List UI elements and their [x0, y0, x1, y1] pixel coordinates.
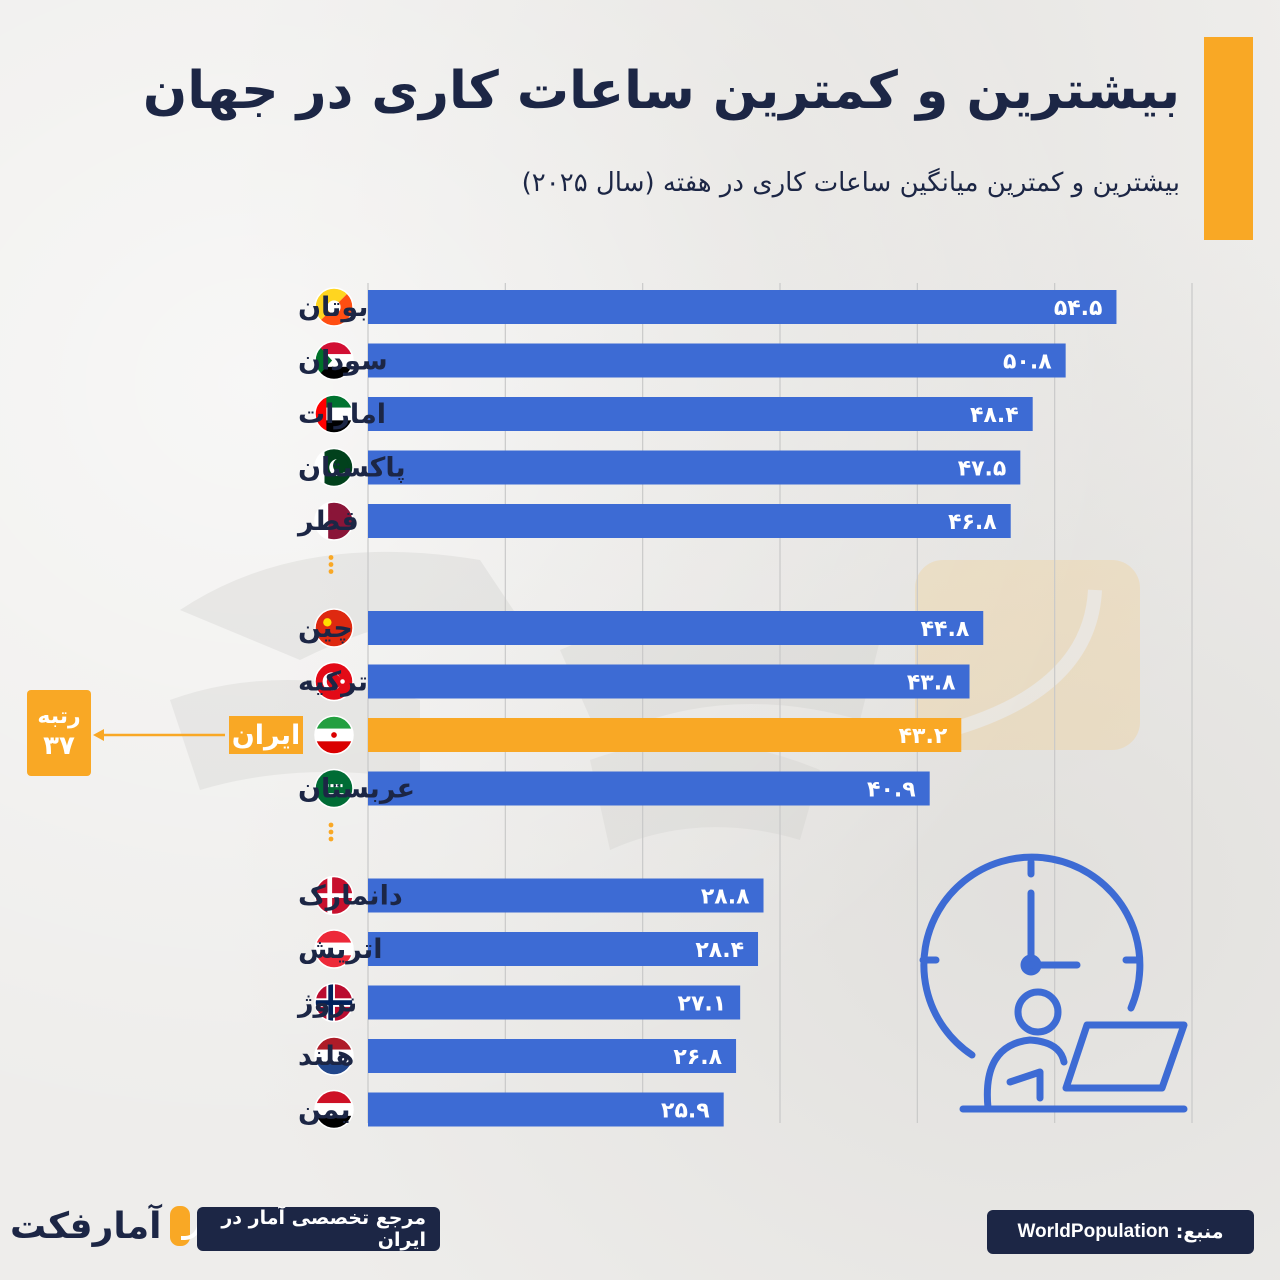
ellipsis-dot — [328, 555, 334, 560]
ellipsis-dot — [328, 569, 334, 574]
bar-value-label: ۲۵.۹ — [661, 1099, 710, 1124]
country-label: بوتان — [298, 292, 368, 323]
ellipsis-dot — [328, 562, 334, 567]
bar-value-label: ۴۷.۵ — [958, 457, 1007, 482]
bar — [368, 290, 1117, 324]
bar — [368, 932, 759, 966]
rank-label: رتبه — [37, 704, 81, 730]
bar-value-label: ۴۳.۲ — [899, 724, 948, 749]
rank-number: ۳۷ — [43, 730, 75, 761]
title-accent-bar — [1204, 37, 1253, 240]
flag-icon-denmark — [315, 876, 353, 915]
country-label: ترکیه — [298, 667, 368, 698]
flag-ring — [314, 661, 354, 702]
bar-value-label: ۲۷.۱ — [678, 992, 727, 1017]
country-label: پاکستان — [298, 453, 406, 484]
country-label: قطر — [296, 506, 359, 537]
flag-icon-saudi — [315, 769, 353, 808]
country-label: اتریش — [298, 934, 383, 965]
bar — [368, 450, 1021, 485]
country-label: سودان — [298, 346, 388, 377]
bar-value-label: ۲۸.۴ — [695, 938, 744, 963]
flag-ring — [314, 715, 354, 755]
brand-tagline: مرجع تخصصی آمار در ایران — [197, 1207, 440, 1251]
row-ellipses — [328, 555, 334, 842]
bar-value-label: ۲۸.۸ — [701, 885, 750, 910]
bar-series: ۵۴.۵ بوتان ۵۰.۸ سودان ۴۸.۴ امارات ۴۷.۵ پاکستان ۴… — [93, 287, 1117, 1130]
flag-icon-bhutan — [315, 288, 353, 326]
flag-ring — [314, 340, 354, 381]
bar-value-label: ۵۴.۵ — [1054, 296, 1103, 321]
page-subtitle: بیشترین و کمترین میانگین ساعات کاری در ه… — [521, 168, 1180, 198]
flag-ring — [314, 768, 354, 809]
country-label: هلند — [298, 1041, 354, 1072]
ellipsis-dot — [328, 822, 334, 828]
flag-ring — [314, 875, 354, 916]
flag-icon-pakistan — [315, 448, 353, 487]
bar — [368, 504, 1011, 538]
flag-icon-norway — [315, 983, 353, 1022]
bar — [368, 1092, 724, 1127]
clock-person-laptop-icon — [919, 853, 1188, 1113]
flag-ring — [314, 982, 354, 1023]
brand-name: آمارفکت — [10, 1205, 162, 1247]
bar — [368, 771, 930, 806]
country-label: نروژ — [296, 988, 357, 1019]
bar — [368, 985, 741, 1020]
source-label: منبع: — [1175, 1221, 1224, 1243]
highlight-arrow-head — [93, 729, 104, 741]
bar-value-label: ۴۴.۸ — [921, 617, 970, 642]
bar-value-label: ۴۸.۴ — [970, 403, 1019, 428]
source-name: WorldPopulation — [1017, 1221, 1170, 1242]
bar — [368, 343, 1066, 378]
flag-ring — [314, 1089, 354, 1130]
flag-ring — [314, 501, 354, 541]
bar — [368, 718, 962, 752]
country-label: دانمارک — [298, 881, 403, 912]
flag-ring — [314, 394, 354, 434]
bar — [368, 397, 1033, 431]
country-label: یمن — [298, 1095, 351, 1126]
bar — [368, 611, 984, 645]
bar-value-label: ۴۰.۹ — [867, 778, 916, 803]
flag-ring — [314, 447, 354, 488]
flag-icon-turkey — [315, 662, 353, 701]
bar — [368, 664, 970, 699]
country-label: ایران — [232, 720, 301, 751]
country-label: چین — [298, 613, 353, 644]
brand-logo-icon — [169, 1206, 200, 1246]
bar — [368, 1039, 737, 1073]
flag-ring — [314, 608, 354, 648]
source-badge: منبع: WorldPopulation — [987, 1210, 1254, 1254]
ellipsis-dot — [328, 836, 334, 842]
bar — [368, 878, 764, 913]
rank-callout: رتبه ۳۷ — [27, 690, 91, 776]
flag-icon-qatar — [315, 502, 353, 540]
country-label: امارات — [298, 399, 386, 430]
bar-value-label: ۲۶.۸ — [673, 1045, 722, 1070]
bar-value-label: ۴۳.۸ — [907, 671, 956, 696]
highlight-label-box — [229, 716, 303, 754]
brand: آمارفکت — [10, 1198, 200, 1254]
page-title: بیشترین و کمترین ساعات کاری در جهان — [142, 61, 1180, 121]
ellipsis-dot — [328, 829, 334, 835]
flag-icon-china — [315, 609, 353, 647]
flag-ring — [314, 287, 354, 327]
flag-ring — [314, 1036, 354, 1076]
country-label: عربستان — [298, 774, 415, 805]
bar-value-label: ۴۶.۸ — [948, 510, 997, 535]
flag-ring — [314, 929, 354, 969]
bar-value-label: ۵۰.۸ — [1003, 350, 1052, 375]
